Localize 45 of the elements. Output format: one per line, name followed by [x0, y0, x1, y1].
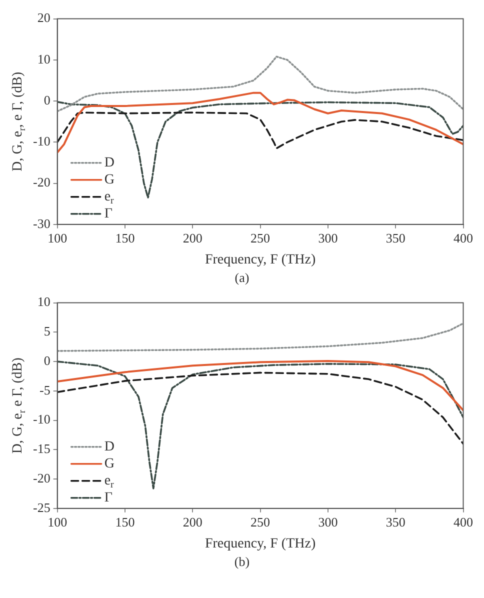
- y-tick-label: -20: [32, 174, 50, 190]
- line-series: [57, 322, 464, 352]
- y-axis-title: D, G, er e Γ, (dB): [10, 357, 28, 454]
- y-tick-label: -15: [32, 441, 50, 456]
- y-tick-label: -10: [32, 412, 50, 427]
- legend-label: Γ: [104, 206, 112, 222]
- x-axis-title: Frequency, F (THz): [204, 252, 316, 268]
- y-tick-label: -10: [32, 134, 50, 149]
- y-tick-label: -30: [32, 216, 50, 231]
- x-tick-label: 300: [318, 514, 338, 530]
- x-tick-label: 250: [250, 230, 270, 246]
- legend-label: G: [104, 172, 114, 188]
- y-tick-label: 10: [37, 294, 50, 310]
- text: (a): [234, 270, 250, 287]
- y-tick-label: 0: [44, 352, 50, 368]
- y-axis-title: D, G, er, e Γ, (dB): [10, 72, 28, 172]
- x-tick-label: 350: [386, 514, 406, 530]
- x-tick-label: 100: [48, 514, 68, 530]
- x-tick-label: 150: [115, 230, 135, 246]
- y-tick-label: 20: [37, 10, 50, 26]
- x-tick-label: 200: [182, 230, 202, 246]
- y-tick-label: 10: [37, 51, 50, 66]
- x-tick-label: 100: [48, 230, 68, 246]
- y-tick-label: -20: [32, 470, 50, 486]
- line-series: [57, 360, 464, 490]
- x-tick-label: 400: [454, 514, 473, 530]
- line-series: [57, 100, 464, 199]
- legend-label: G: [104, 456, 114, 472]
- x-tick-label: 400: [454, 230, 473, 246]
- y-tick-label: -5: [39, 382, 50, 398]
- legend-label: D: [104, 440, 114, 455]
- x-axis-title: Frequency, F (THz): [204, 536, 316, 552]
- x-tick-label: 150: [115, 514, 135, 530]
- x-tick-label: 350: [386, 230, 406, 246]
- legend-label: D: [104, 156, 114, 171]
- x-tick-label: 250: [250, 514, 270, 530]
- x-tick-label: 200: [182, 514, 202, 530]
- legend-label: Γ: [104, 490, 112, 506]
- x-tick-label: 300: [318, 230, 338, 246]
- y-tick-label: 0: [44, 92, 50, 108]
- line-series: [57, 112, 464, 150]
- line-series: [57, 56, 464, 112]
- text: (b): [233, 554, 251, 571]
- y-tick-label: -25: [32, 500, 50, 515]
- y-tick-label: 5: [44, 324, 50, 339]
